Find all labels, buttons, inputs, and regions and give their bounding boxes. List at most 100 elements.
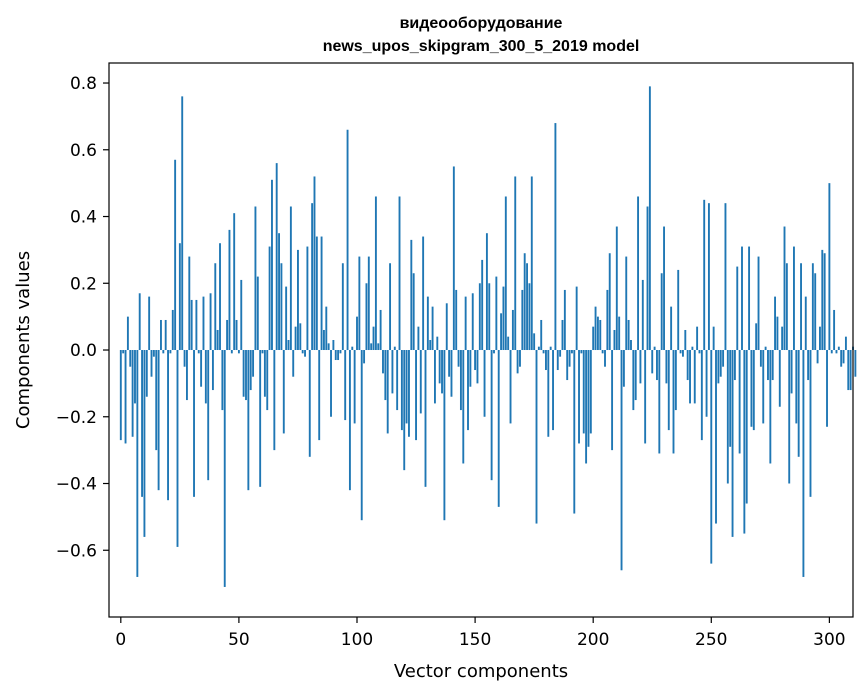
bar <box>736 266 739 351</box>
bar <box>171 309 174 351</box>
bar <box>620 350 623 571</box>
bar <box>835 350 838 354</box>
bar <box>665 350 668 384</box>
bar <box>174 159 177 351</box>
bar <box>292 350 295 377</box>
bar <box>289 206 292 351</box>
bar <box>193 350 195 497</box>
bar <box>710 350 713 564</box>
bar <box>601 350 604 354</box>
bar <box>318 350 321 441</box>
bar <box>743 350 746 534</box>
bar <box>417 326 420 351</box>
bar <box>521 289 524 351</box>
bar <box>767 350 769 381</box>
bar <box>247 350 250 491</box>
bar <box>594 306 597 351</box>
bar <box>514 176 517 351</box>
bar <box>526 263 528 351</box>
bar <box>660 273 663 351</box>
bar <box>341 263 344 351</box>
bar <box>301 350 304 354</box>
bar <box>152 350 155 357</box>
bar <box>211 350 214 391</box>
bar <box>785 263 788 351</box>
bar <box>226 319 229 351</box>
bar <box>348 350 351 491</box>
bar <box>731 350 734 537</box>
bar <box>346 129 349 351</box>
bar <box>233 213 236 351</box>
bar <box>821 249 824 351</box>
bar <box>372 326 375 351</box>
bar <box>682 350 684 357</box>
bar <box>119 350 122 441</box>
bar <box>337 350 340 361</box>
bar <box>545 350 547 371</box>
bar <box>441 350 443 394</box>
bar <box>627 319 630 351</box>
plot-frame <box>108 62 854 618</box>
bar <box>415 350 417 441</box>
bar <box>814 273 817 351</box>
bar <box>216 329 219 351</box>
bar <box>797 350 800 457</box>
bar <box>686 350 689 381</box>
bar <box>568 350 571 367</box>
bar <box>778 350 781 407</box>
bar <box>769 350 772 464</box>
bar <box>823 253 826 351</box>
bar <box>722 350 725 367</box>
bar <box>582 350 585 434</box>
bar <box>164 319 167 351</box>
bar <box>379 309 382 351</box>
bar <box>410 239 413 351</box>
bar <box>811 263 814 351</box>
bar <box>230 350 233 354</box>
bar <box>648 86 651 351</box>
bar <box>344 350 347 421</box>
bar <box>370 343 373 351</box>
bar <box>313 176 316 351</box>
bar <box>585 350 588 464</box>
bar <box>129 350 132 367</box>
bar <box>426 296 429 351</box>
bar <box>367 256 370 351</box>
bar <box>818 326 821 351</box>
bar <box>634 350 637 401</box>
bar <box>563 289 566 351</box>
bar <box>637 196 640 351</box>
bar <box>483 350 486 417</box>
bar <box>242 350 245 397</box>
bar <box>847 350 850 391</box>
bar <box>712 326 715 351</box>
x-tick-label: 0 <box>115 630 126 650</box>
bar <box>771 350 774 381</box>
bar <box>849 350 852 391</box>
bar <box>504 196 507 351</box>
bar <box>459 350 462 411</box>
bar <box>186 350 188 401</box>
bar <box>497 350 500 507</box>
bar <box>445 303 448 351</box>
bar <box>393 346 396 351</box>
bar <box>434 350 436 404</box>
bar <box>452 166 455 351</box>
bar <box>793 246 795 351</box>
bar <box>693 350 696 404</box>
bar <box>308 350 311 457</box>
bar <box>844 336 847 351</box>
bar <box>275 163 278 351</box>
bar <box>408 350 410 437</box>
bar <box>403 350 406 471</box>
bar <box>419 350 422 414</box>
bar <box>162 350 165 354</box>
bar <box>190 299 193 351</box>
bar <box>252 350 255 377</box>
bar <box>478 283 481 351</box>
bar <box>228 229 231 351</box>
bar <box>630 340 632 351</box>
bar <box>632 350 635 411</box>
bar <box>214 263 217 351</box>
